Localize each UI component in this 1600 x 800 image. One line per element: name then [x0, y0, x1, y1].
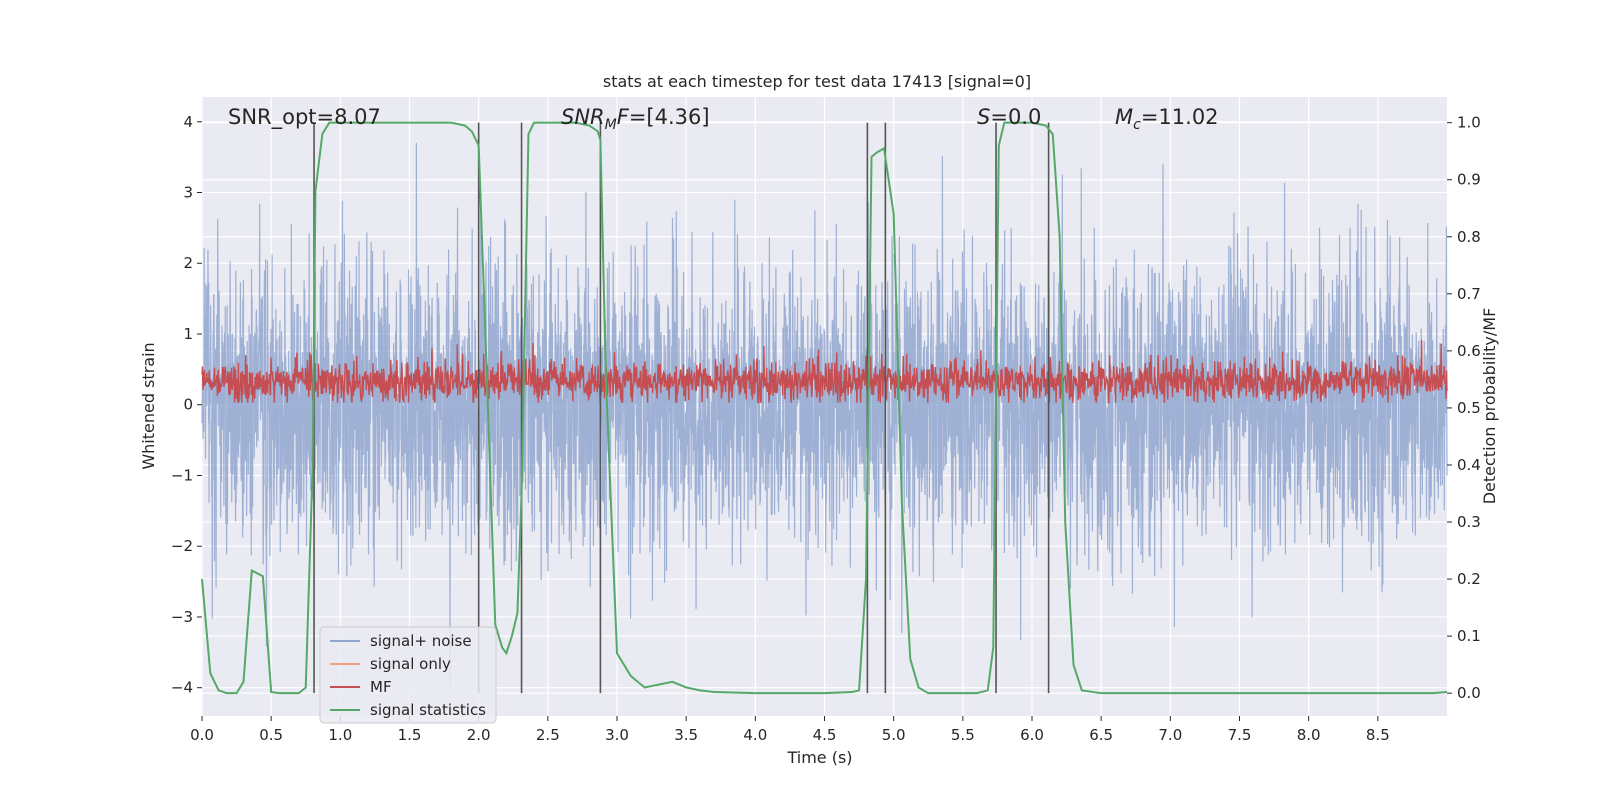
y-right-tick-label-5: 0.5 [1457, 399, 1481, 417]
y-left-tick-label-2: 2 [183, 254, 193, 272]
y-right-tick-label-0: 1.0 [1457, 114, 1481, 132]
x-tick-label-15: 7.5 [1228, 726, 1252, 744]
x-tick-label-16: 8.0 [1297, 726, 1321, 744]
y-right-axis-ticks: 1.0 0.9 0.8 0.7 0.6 0.5 0.4 0.3 0.2 0.1 0.0 [1447, 114, 1481, 702]
mf-line [201, 339, 1448, 404]
x-tick-label-3: 1.5 [398, 726, 422, 744]
y-left-axis-label: Whitened strain [139, 342, 158, 469]
x-tick-label-1: 0.5 [259, 726, 283, 744]
annotation-mc: Mc=11.02 [1115, 105, 1219, 133]
annotation-s: S=0.0 [977, 105, 1041, 129]
x-tick-label-6: 3.0 [605, 726, 629, 744]
y-right-tick-label-3: 0.7 [1457, 285, 1481, 303]
x-tick-label-17: 8.5 [1366, 726, 1390, 744]
y-right-axis-label: Detection probability/MF [1480, 308, 1499, 505]
mf-series [201, 339, 1448, 404]
y-left-tick-label-6: −2 [171, 537, 193, 555]
x-tick-label-10: 5.0 [882, 726, 906, 744]
y-right-tick-label-7: 0.3 [1457, 513, 1481, 531]
x-tick-label-12: 6.0 [1020, 726, 1044, 744]
x-tick-label-2: 1.0 [328, 726, 352, 744]
legend-label-signal-noise: signal+ noise [370, 632, 472, 650]
y-right-tick-label-8: 0.2 [1457, 570, 1481, 588]
x-tick-label-9: 4.5 [813, 726, 837, 744]
x-tick-label-11: 5.5 [951, 726, 975, 744]
y-left-tick-label-7: −3 [171, 608, 193, 626]
legend-frame [319, 626, 497, 724]
y-right-tick-label-4: 0.6 [1457, 342, 1481, 360]
x-tick-label-4: 2.0 [467, 726, 491, 744]
annotation-snr-opt: SNR_opt=8.07 [228, 105, 381, 130]
legend-label-mf: MF [370, 678, 392, 696]
y-right-tick-label-10: 0.0 [1457, 684, 1481, 702]
signal-statistics-series [201, 121, 1448, 695]
chart-title: stats at each timestep for test data 174… [603, 72, 1031, 91]
legend-label-signal-only: signal only [370, 655, 451, 673]
y-left-tick-label-8: −4 [171, 679, 193, 697]
legend: signal+ noise signal only MF signal stat… [319, 626, 497, 724]
x-axis-label: Time (s) [786, 748, 852, 767]
x-tick-label-7: 3.5 [674, 726, 698, 744]
annotations: SNR_opt=8.07 SNRMF=[4.36] S=0.0 Mc=11.02 [228, 105, 1219, 133]
y-left-tick-label-5: −1 [171, 466, 193, 484]
legend-label-signal-statistics: signal statistics [370, 701, 486, 719]
x-axis-ticks: 0.0 0.5 1.0 1.5 2.0 2.5 3.0 3.5 4.0 4.5 5.0 5.5 6.0 6… [190, 716, 1390, 744]
y-left-tick-label-3: 1 [183, 325, 193, 343]
x-tick-label-13: 6.5 [1089, 726, 1113, 744]
y-left-tick-label-1: 3 [183, 184, 193, 202]
y-right-tick-label-9: 0.1 [1457, 627, 1481, 645]
x-tick-label-5: 2.5 [536, 726, 560, 744]
signal-statistics-line [201, 121, 1448, 695]
y-right-tick-label-2: 0.8 [1457, 228, 1481, 246]
x-tick-label-8: 4.0 [743, 726, 767, 744]
y-left-tick-label-0: 4 [183, 113, 193, 131]
x-tick-label-0: 0.0 [190, 726, 214, 744]
y-left-tick-label-4: 0 [183, 396, 193, 414]
y-right-tick-label-1: 0.9 [1457, 171, 1481, 189]
y-left-axis-ticks: 4 3 2 1 0 −1 −2 −3 −4 [171, 113, 202, 697]
annotation-snr-mf: SNRMF=[4.36] [561, 105, 710, 133]
y-right-tick-label-6: 0.4 [1457, 456, 1481, 474]
x-tick-label-14: 7.0 [1158, 726, 1182, 744]
